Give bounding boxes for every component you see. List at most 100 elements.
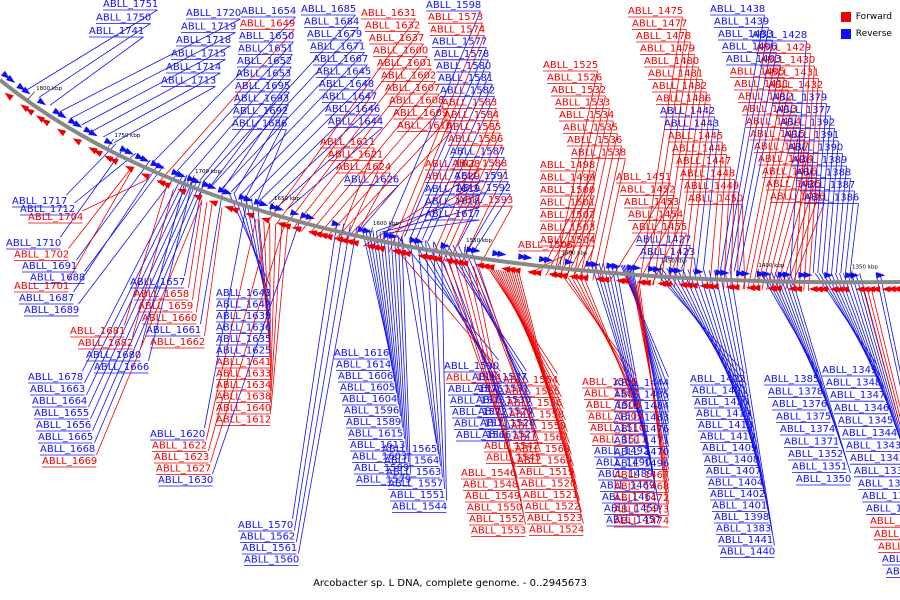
forward-gene-arrow xyxy=(140,173,151,180)
gene-label: ABLL_1717 xyxy=(12,196,67,207)
forward-gene-arrow xyxy=(433,256,443,263)
gene-label: ABLL_1617 xyxy=(425,209,480,220)
reverse-gene-arrow xyxy=(543,256,554,263)
gene-leader-line xyxy=(826,140,839,274)
gene-leader-line xyxy=(270,226,283,403)
gene-label: ABLL_1658 xyxy=(134,289,189,300)
gene-leader-line xyxy=(671,268,753,420)
gene-label: ABLL_1642 xyxy=(216,300,271,311)
gene-label: ABLL_1650 xyxy=(239,31,294,42)
gene-leader-line xyxy=(730,179,735,290)
gene-leader-line xyxy=(552,195,595,277)
gene-leader-line xyxy=(292,56,428,230)
reverse-gene-arrow xyxy=(668,266,678,274)
gene-label: ABLL_1579 xyxy=(356,475,411,486)
gene-leader-line xyxy=(283,43,424,228)
forward-gene-arrow xyxy=(428,255,438,262)
forward-gene-arrow xyxy=(860,286,870,293)
gene-label: ABLL_1600 xyxy=(373,46,428,57)
gene-leader-line xyxy=(267,18,416,223)
gene-leader-line xyxy=(196,204,213,313)
gene-leader-line xyxy=(558,208,595,278)
reverse-gene-arrow xyxy=(243,195,253,202)
forward-gene-arrow xyxy=(662,281,672,288)
gene-label: ABLL_1501 xyxy=(540,198,595,209)
gene-label: ABLL_1585 xyxy=(446,122,501,133)
reverse-gene-arrow xyxy=(21,86,31,95)
gene-leader-line xyxy=(724,270,773,535)
gene-leader-line xyxy=(287,127,383,210)
gene-label: ABLL_1616 xyxy=(334,348,389,359)
gene-leader-line xyxy=(390,233,405,440)
reverse-gene-arrow xyxy=(191,176,202,184)
gene-label: ABLL_1377 xyxy=(776,105,831,116)
gene-leader-line xyxy=(867,291,900,419)
forward-gene-arrow xyxy=(365,243,375,250)
gene-label: ABLL_1548 xyxy=(463,480,518,491)
gene-label: ABLL_1480 xyxy=(644,56,699,67)
gene-label: ABLL_1416 xyxy=(762,167,817,178)
gene-label: ABLL_1403 xyxy=(726,54,781,65)
gene-label: ABLL_1634 xyxy=(216,380,271,391)
gene-leader-line xyxy=(401,236,411,474)
leader-lines xyxy=(6,9,900,578)
gene-leader-line xyxy=(386,233,403,428)
gene-leader-line xyxy=(418,239,505,395)
forward-gene-arrow xyxy=(323,234,334,241)
forward-gene-arrow xyxy=(704,283,714,290)
gene-leader-line xyxy=(188,200,203,289)
gene-label: ABLL_1382 xyxy=(870,516,900,527)
gene-label: ABLL_1552 xyxy=(469,514,524,525)
gene-label: ABLL_1556 xyxy=(507,398,562,409)
forward-gene-arrow xyxy=(793,285,802,293)
reverse-gene-arrow xyxy=(627,264,637,271)
gene-label: ABLL_1635 xyxy=(216,334,271,345)
gene-leader-line xyxy=(270,227,288,414)
reverse-gene-arrow xyxy=(155,162,165,169)
gene-label: ABLL_1351 xyxy=(792,462,847,473)
reverse-gene-arrow xyxy=(6,74,16,83)
gene-label: ABLL_1646 xyxy=(325,104,380,115)
gene-label: ABLL_1665 xyxy=(38,432,93,443)
gene-label: ABLL_1601 xyxy=(377,58,432,69)
gene-leader-line xyxy=(585,133,618,280)
gene-label: ABLL_1630 xyxy=(158,475,213,486)
gene-label: ABLL_1576 xyxy=(448,384,503,395)
scale-tick-line xyxy=(463,244,467,254)
reverse-gene-arrow xyxy=(52,107,62,116)
gene-label: ABLL_1613 xyxy=(350,440,405,451)
gene-leader-line xyxy=(74,153,137,204)
gene-label: ABLL_1379 xyxy=(772,93,827,104)
gene-leader-line xyxy=(383,232,401,417)
gene-leader-line xyxy=(553,70,598,277)
gene-label: ABLL_1469 xyxy=(600,481,655,492)
gene-label: ABLL_1645 xyxy=(316,67,371,78)
gene-leader-line xyxy=(623,264,669,401)
gene-leader-line xyxy=(467,265,524,514)
forward-gene-arrow xyxy=(318,233,328,240)
gene-label: ABLL_1449 xyxy=(684,181,739,192)
gene-leader-line xyxy=(742,77,785,290)
gene-label: ABLL_1591 xyxy=(454,171,509,182)
reverse-gene-arrow xyxy=(207,182,217,189)
gene-leader-line xyxy=(211,79,291,185)
gene-label: ABLL_1394 xyxy=(882,554,900,565)
gene-label: ABLL_1392 xyxy=(780,118,835,129)
reverse-gene-arrow xyxy=(715,269,725,276)
gene-label: ABLL_1384 xyxy=(874,529,900,540)
gene-leader-line xyxy=(682,268,757,443)
forward-gene-arrow xyxy=(124,165,135,173)
reverse-gene-arrow xyxy=(585,260,595,267)
forward-gene-arrow xyxy=(725,284,735,291)
gene-label: ABLL_1704 xyxy=(28,212,83,223)
gene-label: ABLL_1520 xyxy=(521,479,576,490)
gene-label: ABLL_1610 xyxy=(397,121,452,132)
gene-leader-line xyxy=(433,241,445,490)
gene-label: ABLL_1643 xyxy=(216,288,271,299)
gene-label: ABLL_1590 xyxy=(444,361,499,372)
reverse-gene-arrow xyxy=(694,268,704,275)
scale-tick-line xyxy=(189,174,195,185)
gene-leader-line xyxy=(86,176,191,396)
gene-label: ABLL_1596 xyxy=(344,406,399,417)
gene-leader-line xyxy=(875,273,900,387)
